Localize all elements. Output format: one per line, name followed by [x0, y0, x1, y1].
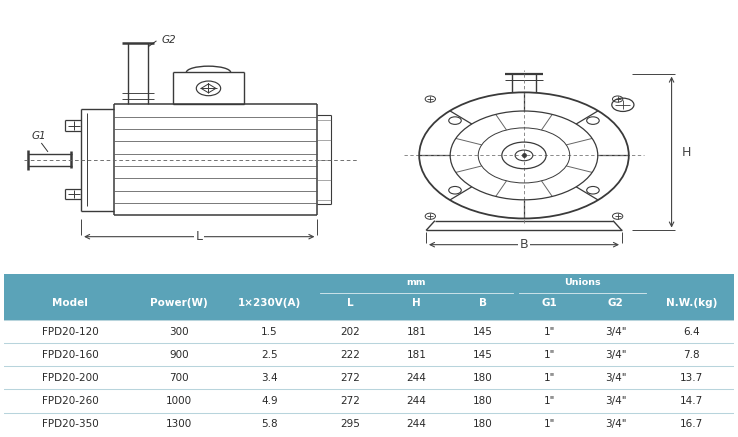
Text: 180: 180: [473, 396, 493, 406]
Text: FPD20-160: FPD20-160: [42, 350, 98, 360]
Text: G2: G2: [608, 298, 624, 309]
Text: Model: Model: [52, 298, 88, 309]
Text: 181: 181: [407, 326, 427, 336]
Text: G1: G1: [542, 298, 557, 309]
Text: 7.8: 7.8: [683, 350, 700, 360]
Text: mm: mm: [407, 278, 426, 287]
Text: Power(W): Power(W): [151, 298, 208, 309]
Text: Unions: Unions: [564, 278, 601, 287]
Text: 244: 244: [407, 373, 427, 383]
Text: 145: 145: [473, 350, 493, 360]
Bar: [4, 274, 734, 320]
Text: 5.8: 5.8: [261, 419, 277, 429]
Text: 1×230V(A): 1×230V(A): [238, 298, 301, 309]
Text: 244: 244: [407, 419, 427, 429]
Text: 14.7: 14.7: [680, 396, 703, 406]
Text: 202: 202: [340, 326, 360, 336]
Text: 4.9: 4.9: [261, 396, 277, 406]
Text: 300: 300: [170, 326, 189, 336]
Text: L: L: [196, 230, 203, 243]
Text: 181: 181: [407, 350, 427, 360]
Text: 1": 1": [544, 396, 555, 406]
Text: H: H: [412, 298, 421, 309]
Text: 180: 180: [473, 373, 493, 383]
Text: 1300: 1300: [166, 419, 193, 429]
Text: 244: 244: [407, 396, 427, 406]
Text: FPD20-120: FPD20-120: [42, 326, 98, 336]
Text: 145: 145: [473, 326, 493, 336]
Text: 700: 700: [170, 373, 189, 383]
Text: 3/4": 3/4": [605, 419, 627, 429]
Text: 3/4": 3/4": [605, 373, 627, 383]
Text: 180: 180: [473, 419, 493, 429]
Text: 900: 900: [170, 350, 189, 360]
Text: 1.5: 1.5: [261, 326, 277, 336]
Text: 3/4": 3/4": [605, 350, 627, 360]
Text: 272: 272: [340, 396, 360, 406]
Text: 16.7: 16.7: [680, 419, 703, 429]
Text: 1": 1": [544, 373, 555, 383]
Text: 6.4: 6.4: [683, 326, 700, 336]
Text: 13.7: 13.7: [680, 373, 703, 383]
Text: N.W.(kg): N.W.(kg): [666, 298, 717, 309]
Text: B: B: [520, 238, 528, 251]
Text: 3.4: 3.4: [261, 373, 277, 383]
Text: 2.5: 2.5: [261, 350, 277, 360]
Text: G1: G1: [31, 131, 46, 141]
Text: 3/4": 3/4": [605, 326, 627, 336]
Text: 222: 222: [340, 350, 360, 360]
Text: 1000: 1000: [166, 396, 193, 406]
Text: FPD20-350: FPD20-350: [42, 419, 98, 429]
Text: 1": 1": [544, 350, 555, 360]
Text: B: B: [479, 298, 487, 309]
Text: 1": 1": [544, 326, 555, 336]
Text: FPD20-200: FPD20-200: [42, 373, 98, 383]
Text: H: H: [682, 146, 691, 159]
Text: 272: 272: [340, 373, 360, 383]
Text: L: L: [347, 298, 354, 309]
Text: 3/4": 3/4": [605, 396, 627, 406]
Text: 1": 1": [544, 419, 555, 429]
Text: G2: G2: [162, 35, 176, 45]
Text: 295: 295: [340, 419, 360, 429]
Text: FPD20-260: FPD20-260: [42, 396, 98, 406]
